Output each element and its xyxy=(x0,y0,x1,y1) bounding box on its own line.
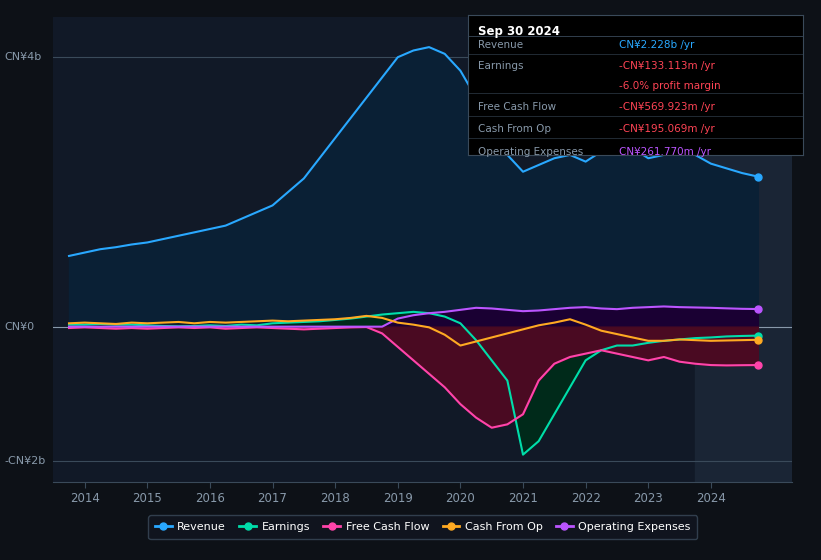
Text: Cash From Op: Cash From Op xyxy=(478,124,551,134)
Text: CN¥261.770m /yr: CN¥261.770m /yr xyxy=(619,147,711,157)
Text: -CN¥133.113m /yr: -CN¥133.113m /yr xyxy=(619,61,714,71)
Legend: Revenue, Earnings, Free Cash Flow, Cash From Op, Operating Expenses: Revenue, Earnings, Free Cash Flow, Cash … xyxy=(149,515,697,539)
Text: CN¥0: CN¥0 xyxy=(4,321,34,332)
Text: CN¥2.228b /yr: CN¥2.228b /yr xyxy=(619,40,694,50)
Text: Free Cash Flow: Free Cash Flow xyxy=(478,102,556,112)
Text: Sep 30 2024: Sep 30 2024 xyxy=(478,25,560,38)
Text: -CN¥569.923m /yr: -CN¥569.923m /yr xyxy=(619,102,714,112)
Text: Revenue: Revenue xyxy=(478,40,523,50)
Text: -6.0% profit margin: -6.0% profit margin xyxy=(619,81,720,91)
Text: Earnings: Earnings xyxy=(478,61,524,71)
Bar xyxy=(695,17,792,482)
Text: Operating Expenses: Operating Expenses xyxy=(478,147,583,157)
Text: -CN¥2b: -CN¥2b xyxy=(4,456,45,466)
Text: -CN¥195.069m /yr: -CN¥195.069m /yr xyxy=(619,124,714,134)
Text: CN¥4b: CN¥4b xyxy=(4,52,41,62)
